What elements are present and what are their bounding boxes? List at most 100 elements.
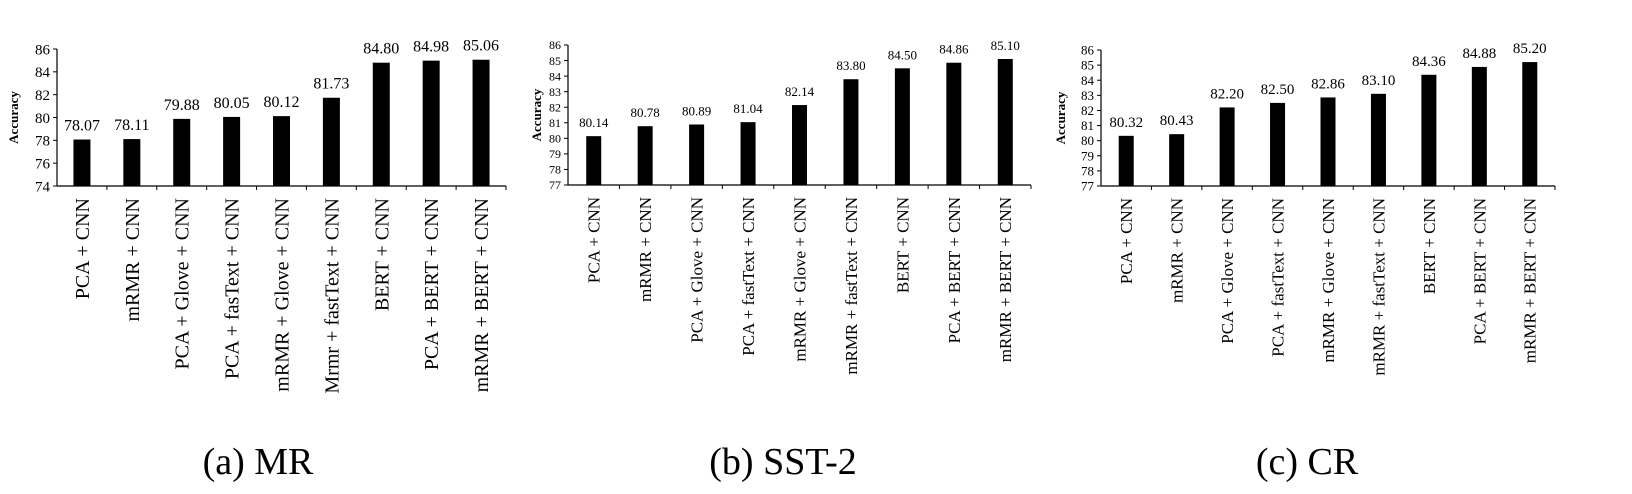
category-label: mRMR + BERT + CNN	[471, 198, 493, 392]
y-tick-label: 82	[35, 88, 50, 104]
data-label: 81.04	[733, 101, 763, 116]
chart-panel-0: 74 76 78 80 82 84 86 Accuracy 78.07 PCA + CNN 78.1…	[6, 38, 507, 394]
data-label: 78.11	[114, 117, 149, 134]
data-label: 83.80	[836, 58, 865, 73]
y-tick-label: 86	[549, 38, 561, 52]
category-label: mRMR + Glove + CNN	[790, 197, 809, 362]
y-tick-label: 83	[549, 85, 561, 99]
caption-sst2: (b) SST-2	[709, 441, 857, 483]
y-axis-title: Accuracy	[6, 91, 21, 144]
y-tick-label: 85	[549, 54, 561, 68]
y-tick-label: 80	[1081, 133, 1094, 148]
category-label: PCA + CNN	[72, 198, 94, 299]
bar	[1522, 62, 1538, 186]
caption-cr: (c) CR	[1255, 441, 1359, 483]
data-label: 80.14	[579, 115, 609, 130]
bar	[792, 105, 807, 185]
category-label: mRMR + Glove + CNN	[1319, 198, 1338, 363]
y-tick-label: 76	[35, 156, 51, 172]
bar	[73, 139, 91, 186]
bar	[173, 118, 191, 186]
category-label: Mrmr + fastText + CNN	[321, 198, 343, 394]
y-tick-label: 79	[1081, 148, 1094, 163]
data-label: 80.43	[1160, 113, 1194, 129]
bar	[1169, 134, 1185, 186]
data-label: 85.10	[991, 38, 1020, 53]
category-label: PCA + BERT + CNN	[945, 197, 964, 343]
data-label: 84.50	[888, 47, 917, 62]
data-label: 84.36	[1412, 54, 1446, 70]
data-label: 84.98	[413, 39, 449, 56]
category-label: PCA + fastText + CNN	[1269, 198, 1288, 357]
bar	[894, 68, 910, 185]
bar	[123, 139, 141, 186]
bar	[1320, 97, 1336, 186]
category-label: mRMR + CNN	[636, 197, 655, 302]
bar	[1270, 102, 1286, 186]
data-label: 81.73	[313, 76, 349, 93]
bar	[946, 62, 962, 185]
bar	[223, 116, 241, 186]
bar	[372, 62, 390, 187]
bar	[1421, 74, 1437, 186]
y-tick-label: 84	[549, 69, 561, 83]
category-label: PCA + CNN	[585, 197, 604, 283]
y-tick-label: 77	[1081, 179, 1095, 194]
data-label: 85.20	[1513, 41, 1547, 57]
category-label: PCA + BERT + CNN	[421, 198, 443, 370]
caption-mr: (a) MR	[202, 441, 314, 483]
category-label: mRMR + Glove + CNN	[272, 198, 294, 392]
data-label: 80.12	[264, 94, 300, 111]
y-tick-label: 77	[549, 178, 561, 192]
category-label: mRMR + BERT + CNN	[1521, 198, 1540, 363]
bar	[740, 122, 756, 185]
y-tick-label: 84	[35, 65, 51, 81]
y-tick-label: 80	[549, 132, 561, 146]
data-label: 83.10	[1362, 73, 1396, 89]
data-label: 80.78	[631, 105, 660, 120]
data-label: 84.80	[363, 41, 399, 58]
data-label: 80.32	[1109, 115, 1143, 131]
bar	[689, 124, 705, 185]
bar	[322, 97, 340, 186]
y-tick-label: 82	[1081, 103, 1094, 118]
bar	[1219, 107, 1235, 186]
bar	[1370, 93, 1386, 186]
data-label: 85.06	[463, 38, 499, 55]
y-tick-label: 85	[1081, 58, 1094, 73]
y-tick-label: 83	[1081, 88, 1094, 103]
y-tick-label: 78	[1081, 163, 1094, 178]
category-label: BERT + CNN	[893, 197, 912, 293]
category-label: PCA + fasText + CNN	[222, 198, 244, 379]
category-label: BERT + CNN	[371, 198, 393, 311]
y-tick-label: 86	[1081, 43, 1095, 58]
category-label: PCA + Glove + CNN	[1218, 198, 1237, 344]
bar	[1471, 66, 1487, 186]
category-label: mRMR + BERT + CNN	[996, 197, 1015, 362]
category-label: PCA + BERT + CNN	[1470, 198, 1489, 344]
y-tick-label: 81	[1081, 118, 1094, 133]
category-label: BERT + CNN	[1420, 198, 1439, 294]
bar	[586, 136, 602, 185]
bar	[422, 60, 440, 186]
data-label: 82.20	[1210, 86, 1244, 102]
data-label: 80.05	[214, 95, 250, 112]
y-tick-label: 79	[549, 147, 561, 161]
y-tick-label: 86	[35, 42, 51, 58]
bar	[472, 59, 490, 186]
y-tick-label: 84	[1081, 73, 1095, 88]
category-label: PCA + Glove + CNN	[688, 197, 707, 343]
y-tick-label: 80	[35, 111, 50, 127]
y-tick-label: 74	[35, 179, 51, 195]
category-label: PCA + CNN	[1117, 198, 1136, 284]
bar	[1118, 135, 1134, 186]
bar	[637, 126, 653, 185]
category-label: PCA + fastText + CNN	[739, 197, 758, 356]
data-label: 82.50	[1261, 82, 1295, 98]
data-label: 80.89	[682, 103, 711, 118]
category-label: mRMR + fastText + CNN	[1369, 198, 1388, 376]
y-tick-label: 81	[549, 116, 561, 130]
